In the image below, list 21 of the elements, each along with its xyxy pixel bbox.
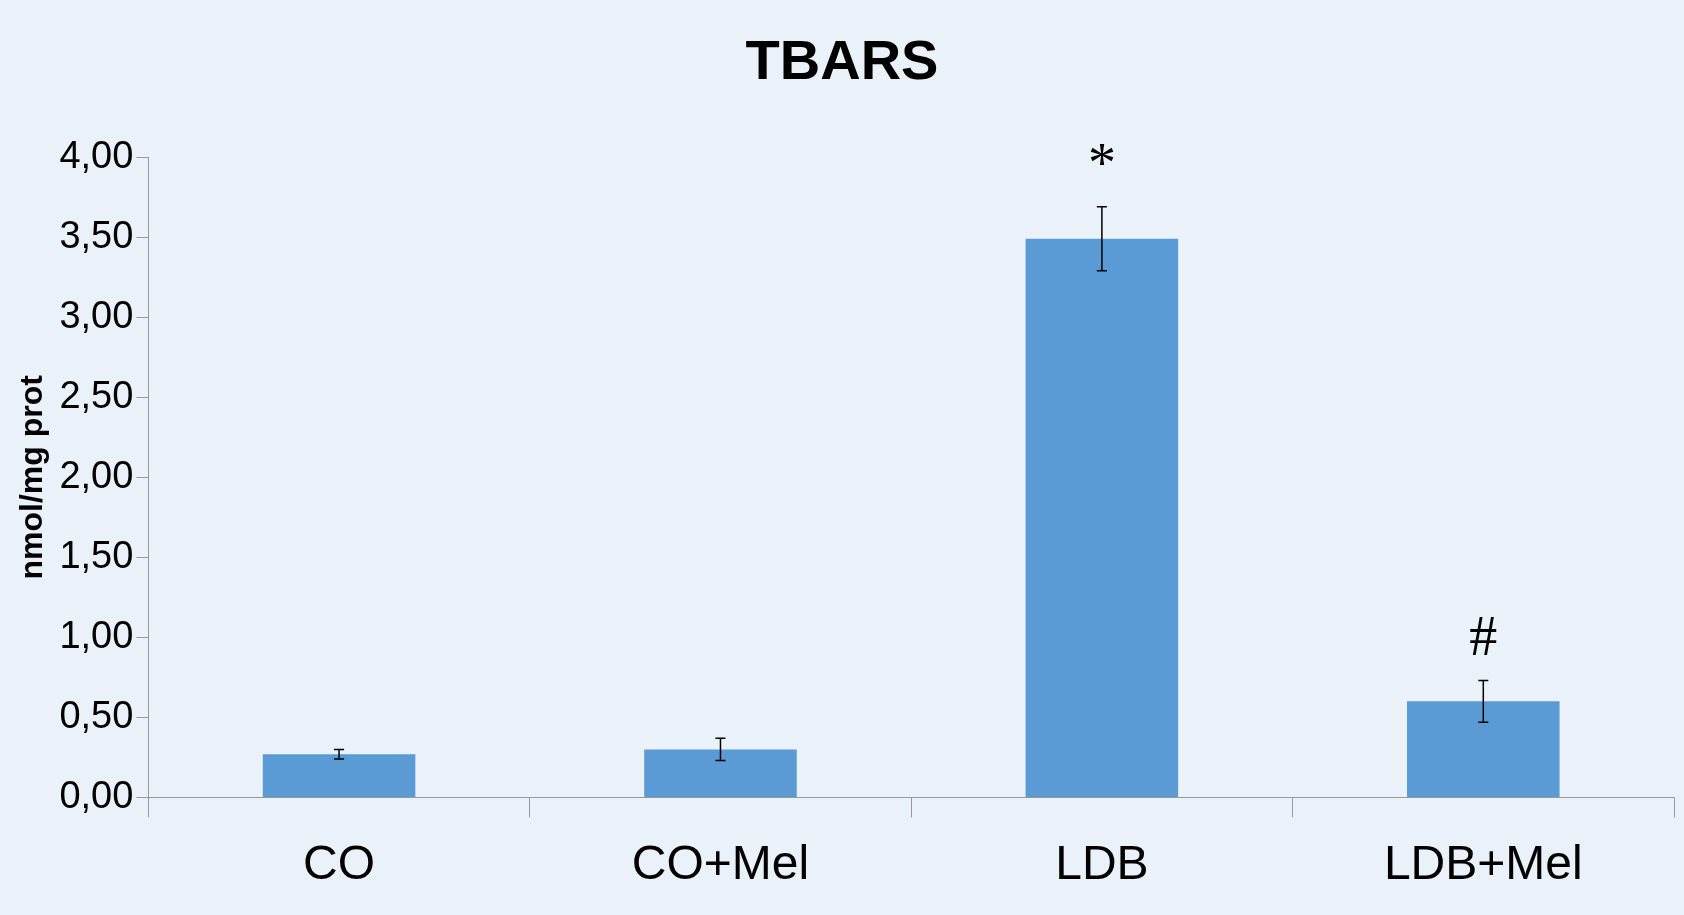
y-tick-label: 3,00 (59, 293, 134, 336)
bar (1025, 238, 1179, 797)
annotation: * (1087, 131, 1116, 194)
x-tick-label: LDB+Mel (1383, 836, 1583, 890)
x-tick-label: CO+Mel (631, 836, 810, 890)
y-tick-label: 3,50 (59, 213, 134, 256)
y-tick-label: 0,00 (59, 773, 134, 816)
y-tick-label: 1,50 (59, 533, 134, 576)
bar (262, 754, 416, 797)
y-tick-label: 2,00 (59, 453, 134, 496)
chart-title: TBARS (745, 28, 939, 92)
annotation: # (1469, 605, 1498, 668)
y-axis-title: nmol/mg prot (13, 374, 50, 580)
y-tick-label: 1,00 (59, 613, 134, 656)
y-tick-label: 4,00 (59, 133, 134, 176)
x-tick-label: LDB (1055, 836, 1149, 890)
y-tick-label: 0,50 (59, 693, 134, 736)
bar (644, 749, 797, 797)
bar (1407, 701, 1560, 797)
x-tick-label: CO (303, 836, 376, 890)
y-tick-label: 2,50 (59, 373, 134, 416)
